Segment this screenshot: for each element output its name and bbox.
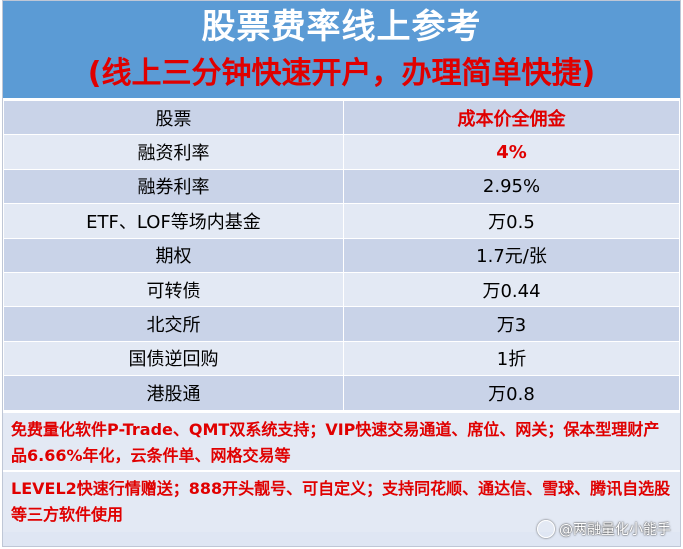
row-label: 北交所 [3,306,344,342]
feature-note-software: 免费量化软件P-Trade、QMT双系统支持；VIP快速交易通道、席位、网关；保… [3,410,680,470]
table-row: 国债逆回购 1折 [3,340,680,377]
table-row: 期权 1.7元/张 [3,237,680,273]
row-label: 国债逆回购 [3,340,344,377]
row-value: 成本价全佣金 [343,99,680,136]
watermark-text: @两融量化小能手 [559,522,671,538]
row-value: 万0.5 [343,203,680,239]
page-title: 股票费率线上参考 [201,7,482,47]
row-value: 1折 [343,340,680,377]
row-value: 万3 [343,306,680,342]
table-row: 可转债 万0.44 [3,271,680,308]
page-subtitle: (线上三分钟快速开户，办理简单快捷) [87,56,596,91]
row-value: 2.95% [343,168,680,205]
rate-table: 股票 成本价全佣金 融资利率 4% 融券利率 2.95% ETF、LOF等场内基… [3,99,680,411]
row-label: 港股通 [3,375,344,411]
row-label: 融资利率 [3,134,344,170]
table-row: ETF、LOF等场内基金 万0.5 [3,203,680,239]
row-label: 股票 [3,99,344,136]
watermark-logo-icon [537,520,555,538]
row-value: 万0.8 [343,375,680,411]
row-value: 1.7元/张 [343,237,680,273]
row-label: ETF、LOF等场内基金 [3,203,344,239]
table-row: 港股通 万0.8 [3,375,680,411]
watermark: @两融量化小能手 [537,519,671,539]
feature-note-market-data: LEVEL2快速行情赠送；888开头靓号、可自定义；支持同花顺、通达信、雪球、腾… [3,469,680,532]
table-row: 融资利率 4% [3,134,680,170]
header: 股票费率线上参考 (线上三分钟快速开户，办理简单快捷) [3,1,680,100]
table-row: 融券利率 2.95% [3,168,680,205]
row-label: 期权 [3,237,344,273]
table-row: 北交所 万3 [3,306,680,342]
row-value: 4% [343,134,680,170]
row-value: 万0.44 [343,271,680,308]
row-label: 融券利率 [3,168,344,205]
row-label: 可转债 [3,271,344,308]
table-row: 股票 成本价全佣金 [3,99,680,136]
